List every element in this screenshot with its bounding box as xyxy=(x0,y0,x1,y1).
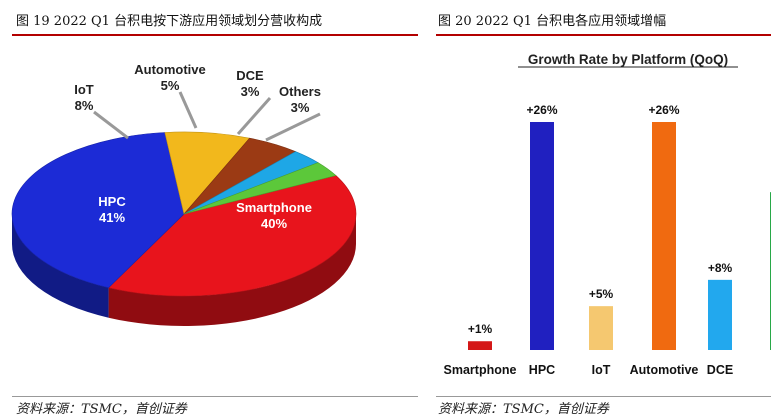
right-figure-panel: 图 20 2022 Q1 台积电各应用领域增幅 Growth Rate by P… xyxy=(432,0,771,420)
source-rule xyxy=(436,396,771,397)
bar-category-label-hpc: HPC xyxy=(529,363,555,377)
bar-dce xyxy=(708,279,732,350)
source-rule xyxy=(12,396,418,397)
bar-series: +1% Smartphone +26% HPC +5% IoT +26% Automotive… xyxy=(444,103,771,377)
title-rule xyxy=(12,34,418,36)
pie-value-iot: 8% xyxy=(75,98,94,113)
pie-value-dce: 3% xyxy=(241,84,260,99)
figure-20-source: 资料来源：TSMC，首创证券 xyxy=(438,402,609,417)
bar-category-label-dce: DCE xyxy=(707,363,733,377)
pie-label-smartphone: Smartphone xyxy=(236,200,312,215)
pie-slice-others xyxy=(183,162,337,215)
pie-slice-smartphone xyxy=(107,175,357,297)
bar-iot xyxy=(589,306,613,350)
left-figure-panel: 图 19 2022 Q1 台积电按下游应用领域划分营收构成 Smartphone… xyxy=(11,14,418,417)
pie-slice-smartphone-side xyxy=(108,214,357,326)
bar-category-label-smartphone: Smartphone xyxy=(444,363,517,377)
figure-19-title: 图 19 2022 Q1 台积电按下游应用领域划分营收构成 xyxy=(16,14,323,29)
pie-slice-hpc xyxy=(11,132,185,289)
pie-leader-iot xyxy=(93,110,129,140)
title-rule xyxy=(436,34,771,36)
figure-19-source: 资料来源：TSMC，首创证券 xyxy=(16,402,187,417)
pie-value-hpc: 41% xyxy=(99,210,125,225)
pie-label-others: Others xyxy=(279,84,321,99)
pie-labels: Smartphone40%HPC41%IoT8%Automotive5%DCE3… xyxy=(74,62,321,231)
growth-bar-chart: Growth Rate by Platform (QoQ) +1% Smartpho… xyxy=(444,52,771,377)
pie-value-automotive: 5% xyxy=(161,78,180,93)
pie-label-hpc: HPC xyxy=(98,194,126,209)
pie-label-dce: DCE xyxy=(236,68,264,83)
pie-label-automotive: Automotive xyxy=(134,62,206,77)
bar-value-label-smartphone: +1% xyxy=(468,322,493,336)
pie-leader-others xyxy=(265,112,321,142)
pie-leader-dce xyxy=(236,97,272,135)
pie-slice-hpc-side xyxy=(12,214,109,318)
bar-smartphone xyxy=(468,341,492,350)
pie-side-group xyxy=(12,214,357,326)
pie-top-group xyxy=(11,131,357,297)
pie-label-iot: IoT xyxy=(74,82,94,97)
pie-leader-automotive xyxy=(178,91,198,129)
bar-chart-title: Growth Rate by Platform (QoQ) xyxy=(528,52,728,67)
revenue-pie-chart: Smartphone40%HPC41%IoT8%Automotive5%DCE3… xyxy=(11,62,357,326)
bar-automotive xyxy=(652,122,676,350)
bar-value-label-iot: +5% xyxy=(589,287,614,301)
pie-value-others: 3% xyxy=(291,100,310,115)
bar-category-label-automotive: Automotive xyxy=(630,363,699,377)
bar-value-label-hpc: +26% xyxy=(526,103,557,117)
bar-category-label-iot: IoT xyxy=(592,363,611,377)
pie-value-smartphone: 40% xyxy=(261,216,287,231)
bar-value-label-dce: +8% xyxy=(708,261,733,275)
bar-value-label-automotive: +26% xyxy=(648,103,679,117)
bar-hpc xyxy=(530,122,554,350)
figure-20-title: 图 20 2022 Q1 台积电各应用领域增幅 xyxy=(438,14,667,29)
